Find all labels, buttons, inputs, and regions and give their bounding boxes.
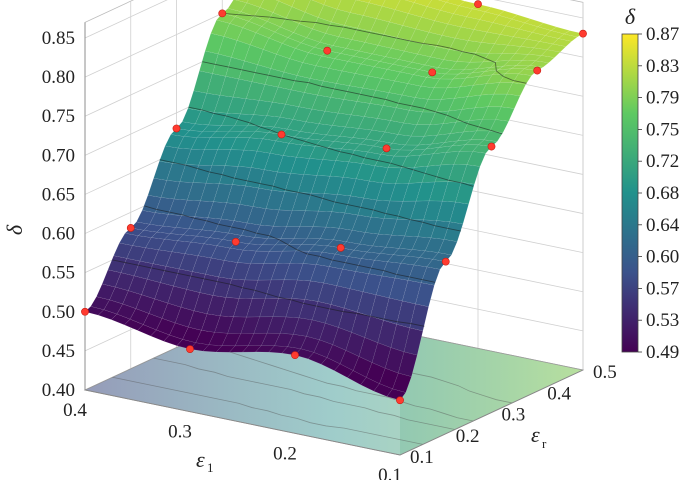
y-tick-label: 0.1 [410,447,434,468]
floor-contour [187,341,474,422]
data-point [126,224,135,232]
z-gridline [84,0,584,39]
data-point [441,257,450,266]
z-tick-label: 0.80 [42,67,75,88]
data-point [428,68,437,77]
data-point [186,345,194,353]
y-axis-label: ε r [531,422,547,451]
x-axis-label-subscript: 1 [207,460,214,475]
z-tick-label: 0.50 [42,302,75,323]
surface-patch [381,0,401,11]
colorbar-tick-label: 0.60 [646,247,679,268]
x-axis-label: ε 1 [196,447,214,475]
surface-contour [112,259,425,327]
colorbar-tick-label: 0.83 [646,56,679,77]
z-tick-label: 0.70 [42,145,75,166]
y-tick-label: 0.4 [547,383,571,404]
colorbar-tick-label: 0.64 [646,215,680,236]
colorbar-gradient [621,33,639,353]
colorbar-tick-label: 0.75 [646,119,679,140]
surface-contour [144,205,436,283]
x-tick-label: 0.4 [63,400,87,421]
data-point [277,130,286,139]
surface-contour [202,61,503,135]
z-tick-label: 0.75 [42,106,75,127]
floor-contour [153,357,455,430]
x-axis-label-symbol: ε [196,447,205,472]
z-tick-label: 0.60 [42,224,75,245]
data-point [533,66,542,75]
box-edge [84,22,584,456]
colorbar-ticks: 0.87 0.83 0.79 0.75 0.72 0.68 0.64 0.60 0.57 0.53… [638,24,680,363]
data-point [323,46,332,55]
surface-contour [222,12,527,84]
y-tick-label: 0.3 [502,405,526,426]
y-tick-label: 0.2 [456,426,480,447]
z-tick-label: 0.45 [42,341,75,362]
surface-patch [275,0,280,2]
surface-contour [159,159,462,232]
colorbar-label: δ [625,4,636,29]
surface-patch [291,0,311,13]
x-tick-label: 0.1 [378,465,402,480]
colorbar-tick-label: 0.72 [646,151,679,172]
data-points [81,0,587,405]
data-point [382,144,391,153]
y-axis-label-subscript: r [542,436,547,451]
z-tick-label: 0.65 [42,184,75,205]
z-tick-label: 0.55 [42,263,75,284]
data-point [336,243,345,252]
data-point [487,142,496,151]
z-tick-label: 0.85 [42,28,75,49]
data-point [291,351,299,360]
surface-contour [188,106,474,187]
z-axis-label: δ [2,224,27,235]
data-point [579,29,587,38]
x-tick-label: 0.3 [168,422,192,443]
colorbar: δ 0.870.830.790.750.720.680.640.600.570.… [621,4,680,363]
colorbar-tick-label: 0.49 [646,342,679,363]
data-point [231,237,240,246]
y-axis-label-symbol: ε [531,422,540,447]
surface-plot [84,0,584,456]
surface-patch [403,327,424,356]
surface-patch [455,182,475,205]
colorbar-tick-label: 0.79 [646,88,679,109]
data-point [81,307,89,316]
data-point [172,124,181,133]
data-point [396,396,404,405]
colorbar-tick-label: 0.87 [646,24,679,45]
colorbar-tick-label: 0.53 [646,310,679,331]
floor-contour [112,376,423,445]
surface-patch [336,0,357,13]
x-tick-label: 0.2 [273,443,297,464]
z-tick-label: 0.40 [42,380,75,401]
y-tick-label: 0.5 [593,362,617,383]
colorbar-tick-label: 0.68 [646,183,679,204]
surface-patch [540,49,561,58]
data-point [218,9,227,18]
colorbar-tick-label: 0.57 [646,278,679,299]
data-point [474,0,482,9]
surface-patch [557,33,578,42]
tick-labels: 0.40 0.45 0.50 0.55 0.60 0.65 0.70 0.75 0.80 0.85… [42,28,617,480]
